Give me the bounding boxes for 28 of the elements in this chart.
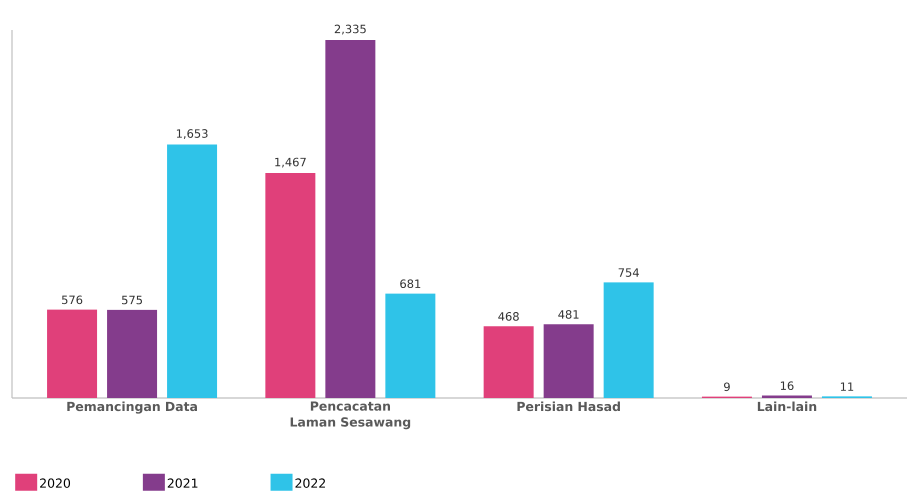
data-label: 1,467 (275, 158, 306, 168)
bar (167, 144, 218, 398)
data-label: 481 (558, 310, 579, 319)
x-tick-label: Pemancingan Data (67, 402, 197, 414)
data-label: 754 (618, 268, 639, 277)
x-tick-label: Lain-lain (758, 402, 816, 412)
bar (107, 310, 158, 398)
legend-label: 2021 (168, 478, 198, 488)
data-label: 575 (122, 296, 142, 304)
x-tick-label: Perisian Hasad (517, 402, 620, 412)
data-label: 681 (400, 279, 420, 288)
x-tick-label: Pencacatan Laman Sesawang (290, 402, 410, 430)
data-label: 1,653 (176, 129, 208, 140)
data-label: 468 (498, 312, 519, 321)
data-label: 16 (780, 381, 794, 390)
bar (604, 282, 654, 398)
data-label: 576 (62, 296, 82, 304)
bar (325, 40, 376, 398)
bar (265, 173, 316, 398)
data-label: 11 (840, 382, 854, 391)
data-label: 9 (724, 382, 730, 392)
bar (47, 310, 98, 398)
bar (544, 324, 594, 398)
bar (385, 294, 436, 398)
legend-label: 2022 (295, 478, 325, 488)
legend-label: 2020 (40, 478, 70, 488)
data-label: 2,335 (334, 24, 366, 34)
bar (484, 326, 534, 398)
